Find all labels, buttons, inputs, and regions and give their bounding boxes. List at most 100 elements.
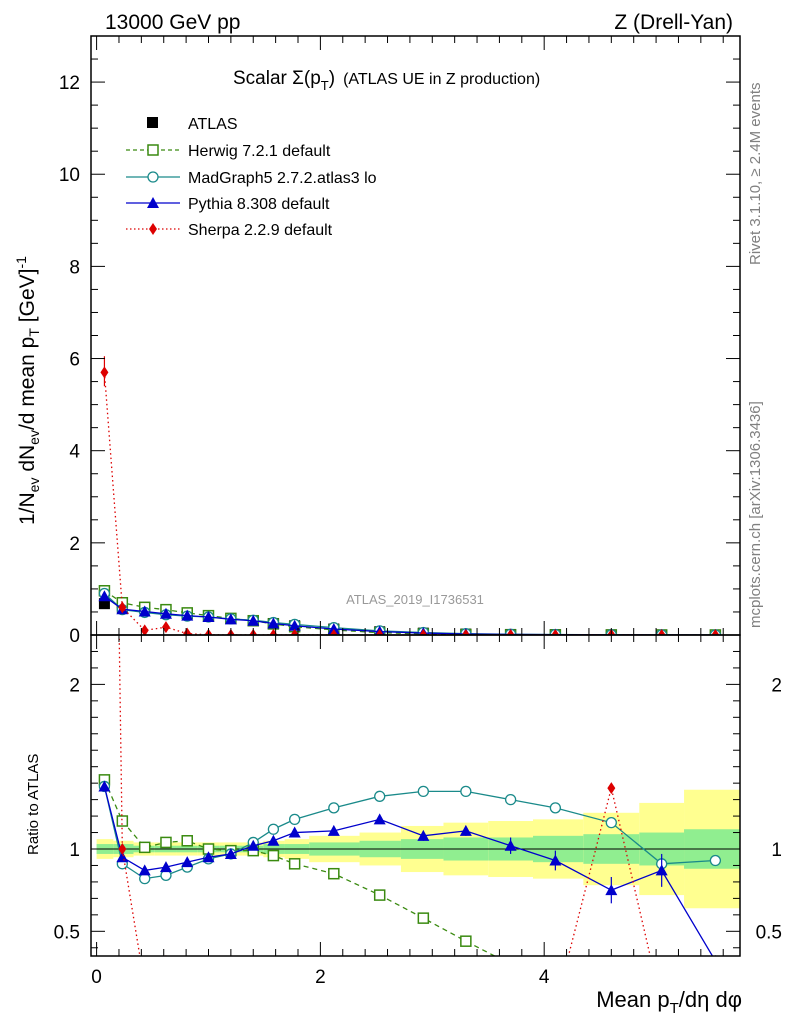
ratio-point-herwig bbox=[460, 935, 472, 947]
legend-marker-madgraph bbox=[147, 171, 159, 183]
y-tick-label-main: 8 bbox=[69, 257, 80, 278]
ratio-point-madgraph bbox=[328, 802, 340, 814]
ratio-point-sherpa bbox=[607, 782, 616, 795]
main-point-pythia bbox=[247, 614, 260, 626]
ratio-point-pythia bbox=[288, 826, 301, 838]
y-tick-label-ratio-left: 0.5 bbox=[54, 922, 80, 943]
ratio-point-pythia bbox=[327, 824, 340, 836]
legend-marker-sherpa bbox=[149, 223, 157, 235]
y-tick-label-ratio-right: 2 bbox=[771, 675, 782, 696]
main-point-atlas bbox=[98, 598, 110, 610]
x-tick-label: 2 bbox=[315, 967, 326, 988]
ratio-point-herwig bbox=[267, 849, 280, 862]
main-point-sherpa bbox=[506, 628, 515, 635]
ratio-series bbox=[98, 635, 722, 956]
legend-label-atlas: ATLAS bbox=[188, 116, 238, 133]
legend-marker-herwig bbox=[147, 144, 159, 156]
analysis-watermark: ATLAS_2019_I1736531 bbox=[346, 592, 484, 607]
y-tick-label-main: 2 bbox=[69, 534, 80, 555]
main-point-sherpa bbox=[161, 621, 170, 634]
main-point-sherpa bbox=[118, 601, 127, 614]
main-point-pythia bbox=[181, 609, 194, 621]
legend-entry-madgraph: MadGraph5 2.7.2.atlas3 lo bbox=[126, 170, 377, 187]
axis-ticks bbox=[91, 35, 740, 956]
ratio-point-herwig bbox=[138, 841, 151, 854]
y-tick-label-main: 0 bbox=[69, 626, 80, 647]
ratio-point-madgraph bbox=[549, 802, 562, 814]
y-axis-label-ratio: Ratio to ATLAS bbox=[25, 754, 42, 855]
main-point-sherpa bbox=[419, 628, 428, 635]
legend-entry-atlas: ATLAS bbox=[147, 116, 238, 133]
header-right: Z (Drell-Yan) bbox=[614, 11, 733, 34]
y-tick-label-ratio-left: 1 bbox=[69, 840, 80, 861]
legend-label-pythia: Pythia 8.308 default bbox=[188, 196, 330, 213]
main-point-pythia bbox=[224, 613, 237, 625]
ratio-point-madgraph bbox=[289, 813, 301, 826]
y-tick-label-ratio-right: 0.5 bbox=[756, 922, 782, 943]
main-point-pythia bbox=[138, 605, 151, 617]
legend-entry-pythia: Pythia 8.308 default bbox=[126, 196, 330, 213]
legend-label-sherpa: Sherpa 2.2.9 default bbox=[188, 222, 333, 239]
ratio-point-madgraph bbox=[504, 793, 517, 806]
main-point-sherpa bbox=[551, 628, 560, 635]
main-point-pythia bbox=[202, 611, 215, 623]
main-point-sherpa bbox=[290, 628, 299, 635]
ratio-point-pythia bbox=[159, 861, 172, 873]
legend-entry-herwig: Herwig 7.2.1 default bbox=[126, 143, 331, 160]
ratio-point-pythia bbox=[181, 856, 194, 868]
legend-label-herwig: Herwig 7.2.1 default bbox=[188, 143, 331, 160]
ratio-point-madgraph bbox=[460, 785, 472, 798]
legend-entry-sherpa: Sherpa 2.2.9 default bbox=[126, 222, 333, 239]
y-tick-label-main: 10 bbox=[59, 165, 80, 186]
ratio-point-sherpa bbox=[118, 843, 127, 855]
rivet-label: Rivet 3.1.10, ≥ 2.4M events bbox=[747, 83, 764, 266]
ratio-plot-frame bbox=[90, 634, 741, 957]
ratio-point-herwig bbox=[417, 912, 430, 924]
ratio-point-madgraph bbox=[709, 854, 722, 867]
ratio-point-pythia bbox=[138, 864, 151, 876]
legend-marker-pythia bbox=[147, 197, 159, 208]
plot-title: Scalar Σ(pT) (ATLAS UE in Z production) bbox=[233, 68, 540, 93]
legend-marker-atlas bbox=[147, 117, 158, 128]
main-point-pythia bbox=[98, 590, 111, 602]
main-point-sherpa bbox=[329, 628, 338, 635]
ratio-point-pythia bbox=[98, 780, 111, 792]
mcplots-label: mcplots.cern.ch [arXiv:1306.3436] bbox=[747, 401, 764, 628]
main-point-sherpa bbox=[657, 628, 666, 635]
y-tick-label-main: 6 bbox=[69, 350, 80, 371]
ratio-point-pythia bbox=[116, 851, 129, 863]
header-left: 13000 GeV pp bbox=[105, 11, 240, 34]
main-point-pythia bbox=[267, 617, 280, 629]
ratio-point-herwig bbox=[288, 858, 301, 870]
ratio-point-pythia bbox=[247, 839, 260, 851]
ratio-point-herwig bbox=[373, 889, 386, 901]
main-point-sherpa bbox=[375, 628, 384, 635]
ratio-point-herwig bbox=[328, 867, 340, 880]
main-point-pythia bbox=[159, 607, 172, 619]
ratio-point-madgraph bbox=[267, 823, 280, 835]
main-point-sherpa bbox=[140, 624, 149, 635]
main-point-pythia bbox=[327, 623, 340, 635]
y-tick-label-main: 12 bbox=[59, 73, 80, 94]
y-tick-label-ratio-left: 2 bbox=[69, 675, 80, 696]
ratio-point-herwig bbox=[181, 835, 193, 847]
ratio-point-pythia bbox=[224, 847, 237, 859]
main-point-sherpa bbox=[711, 628, 720, 635]
ratio-point-madgraph bbox=[417, 785, 429, 798]
ratio-point-herwig bbox=[116, 815, 129, 827]
ratio-point-pythia bbox=[202, 851, 215, 863]
x-tick-label: 4 bbox=[539, 967, 550, 988]
y-axis-label-main: 1/Nev dNev/d mean pT [GeV]-1 bbox=[13, 256, 42, 525]
main-point-sherpa bbox=[461, 628, 470, 635]
x-tick-label: 0 bbox=[91, 967, 102, 988]
y-tick-label-main: 4 bbox=[69, 442, 80, 463]
ratio-point-madgraph bbox=[605, 817, 617, 829]
ratio-point-herwig bbox=[160, 836, 172, 849]
legend: ATLAS Herwig 7.2.1 default MadGraph5 2.7… bbox=[126, 116, 377, 239]
y-tick-label-ratio-right: 1 bbox=[771, 840, 782, 861]
legend-label-madgraph: MadGraph5 2.7.2.atlas3 lo bbox=[188, 170, 377, 187]
x-axis-label: Mean pT/dη dφ bbox=[596, 987, 742, 1017]
main-point-sherpa bbox=[183, 627, 192, 635]
